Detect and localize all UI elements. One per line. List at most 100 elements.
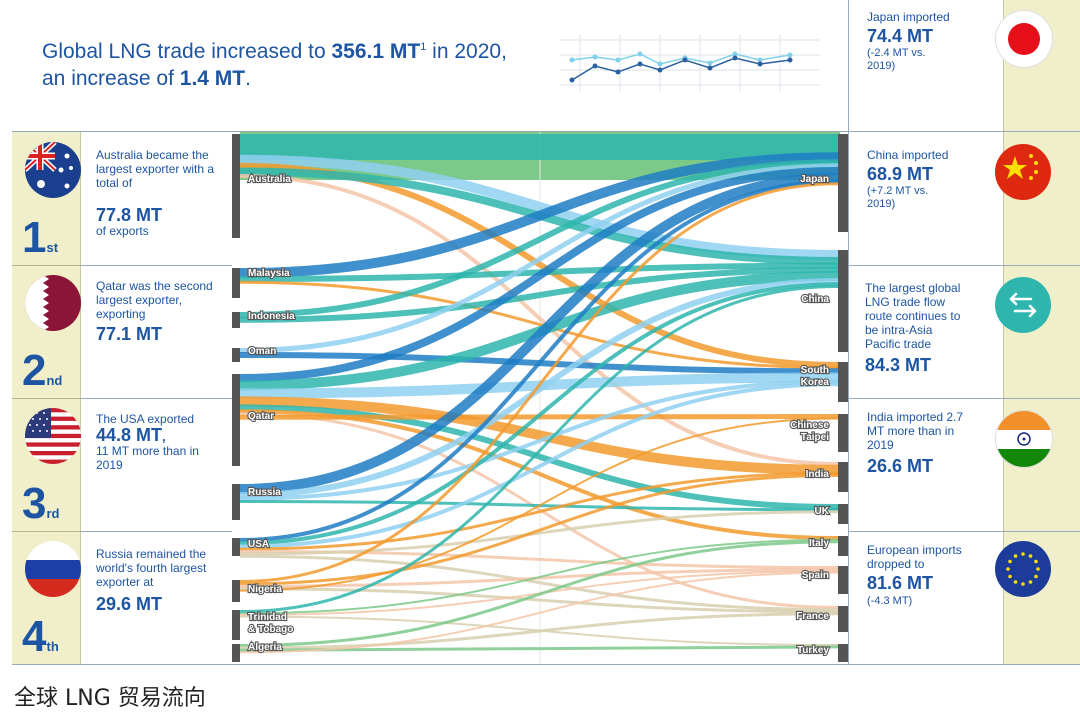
flow-oman-to-japan [239,163,839,353]
australia-flag-icon [25,142,81,198]
rank-row-3: 3rd [12,398,81,532]
flow-malaysia-to-japan [239,152,839,278]
flow-trinidad-tobago-to-italy [239,538,839,615]
usa-flag-icon [25,408,81,464]
arrows-exchange-icon [995,277,1051,333]
flow-algeria-to-spain [239,571,839,654]
flow-algeria-to-italy [239,540,839,647]
india-flag-icon [995,410,1053,468]
flow-malaysia-to-south-korea [239,280,839,370]
importer-label-spain: Spain [802,570,829,581]
importer-node-south-korea [838,362,848,402]
flow-usa-to-china [239,282,839,546]
flow-nigeria-to-chinese-taipei [239,417,839,592]
importer-label-japan: Japan [800,174,829,185]
exporter-label-oman: Oman [248,346,276,357]
importer-label-france: France [796,611,829,622]
import-cell-europe: European imports dropped to 81.6 MT (-4.… [848,531,1080,664]
flow-algeria-to-france [239,612,839,650]
exporter-label-algeria: Algeria [248,642,282,653]
rank-row-2: 2nd [12,265,81,399]
importer-label-india: India [806,469,830,480]
exporter-node-usa [232,538,240,556]
exporter-label-russia: Russia [248,487,281,498]
flow-russia-to-south-korea [239,379,839,501]
rank-row-1: 1st [12,132,81,266]
exporter-node-qatar [232,374,240,466]
flow-usa-to-japan [239,179,839,542]
import-cell-india: India imported 2.7 MT more than in 2019 … [848,398,1080,532]
exporter-node-trinidad-tobago [232,610,240,640]
importer-label-china: China [801,294,829,305]
importer-label-uk: UK [815,506,830,517]
flow-russia-to-china [239,278,839,498]
flow-nigeria-to-spain [239,568,839,588]
flow-indonesia-to-china [239,266,839,323]
exporter-text-4: Russia remained the world's fourth large… [96,547,207,614]
exporter-label-qatar: Qatar [248,411,274,422]
importer-node-spain [838,566,848,594]
lng-trade-flow-diagram: Australia Malaysia Indonesia Oman Qatar Russi… [232,132,848,664]
flow-nigeria-to-india [239,473,839,586]
exporter-text-3: The USA exported 44.8 MT, 11 MT more tha… [80,398,232,532]
exporter-label-nigeria: Nigeria [248,584,282,595]
flow-qatar-to-uk [239,404,839,510]
flow-algeria-to-turkey [239,645,839,652]
russia-flag-icon [25,541,81,597]
exporter-label-trinidad-tobago: Trinidad [248,612,287,623]
flow-usa-to-south-korea [239,382,839,549]
flow-usa-to-india [239,471,839,551]
exporter-node-nigeria [232,580,240,602]
import-cell-japan: Japan imported 74.4 MT (-2.4 MT vs. 2019… [848,0,1080,132]
intra-asia-cell: The largest global LNG trade flow route … [848,265,1080,399]
trade-increase-value: 1.4 MT [179,67,246,90]
importer-label-turkey: Turkey [797,645,829,656]
flow-russia-to-japan [239,172,839,494]
importer-node-china [838,250,848,352]
importer-node-france [838,606,848,632]
exporter-text-2: Qatar was the second largest exporter, e… [80,265,232,399]
exporter-label-indonesia: Indonesia [248,311,295,322]
eu-flag-icon [995,541,1051,597]
headline: Global LNG trade increased to 356.1 MT1 … [42,40,507,90]
china-flag-icon [995,144,1051,200]
japan-flag-icon [995,10,1053,68]
importer-node-chinese-taipei [838,414,848,452]
exporter-label-trinidad-tobago: & Tobago [248,624,293,635]
exporter-node-australia [232,134,240,238]
exporter-text-1: Australia became the largest exporter wi… [80,132,232,266]
flow-indonesia-to-japan [239,159,839,318]
exporter-node-russia [232,484,240,520]
exporter-node-oman [232,348,240,362]
importer-node-uk [838,504,848,524]
import-cell-china: China imported 68.9 MT (+7.2 MT vs. 2019… [848,132,1080,266]
flow-qatar-to-chinese-taipei [239,414,839,420]
flow-nigeria-to-france [239,587,839,614]
exporter-label-australia: Australia [248,174,291,185]
importer-node-japan [838,134,848,232]
figure-caption: 全球 LNG 贸易流向 [14,686,206,711]
exporter-label-usa: USA [248,539,269,550]
importer-label-chinese-taipei: Chinese [790,420,829,431]
flow-australia-to-china [239,154,839,260]
importer-label-south-korea: Korea [801,377,830,388]
flow-trinidad-tobago-to-china [239,285,839,613]
importer-label-south-korea: South [801,365,829,376]
flow-australia-to-india [239,174,839,466]
qatar-flag-icon [25,275,81,331]
total-trade-value: 356.1 MT [331,40,421,63]
importer-label-italy: Italy [809,538,829,549]
flow-usa-to-uk [239,510,839,556]
decorative-line-chart-icon [560,35,820,92]
importer-node-turkey [838,644,848,662]
exporter-node-malaysia [232,268,240,298]
flow-nigeria-to-japan [239,182,839,583]
rank-row-4: 4th [12,531,81,664]
importer-node-italy [838,536,848,556]
exporter-label-malaysia: Malaysia [248,268,290,279]
import-panel [848,0,1004,664]
importer-label-chinese-taipei: Taipei [801,432,829,443]
flow-qatar-to-india [239,396,839,475]
flow-qatar-to-japan [239,166,839,382]
exporter-node-indonesia [232,312,240,328]
